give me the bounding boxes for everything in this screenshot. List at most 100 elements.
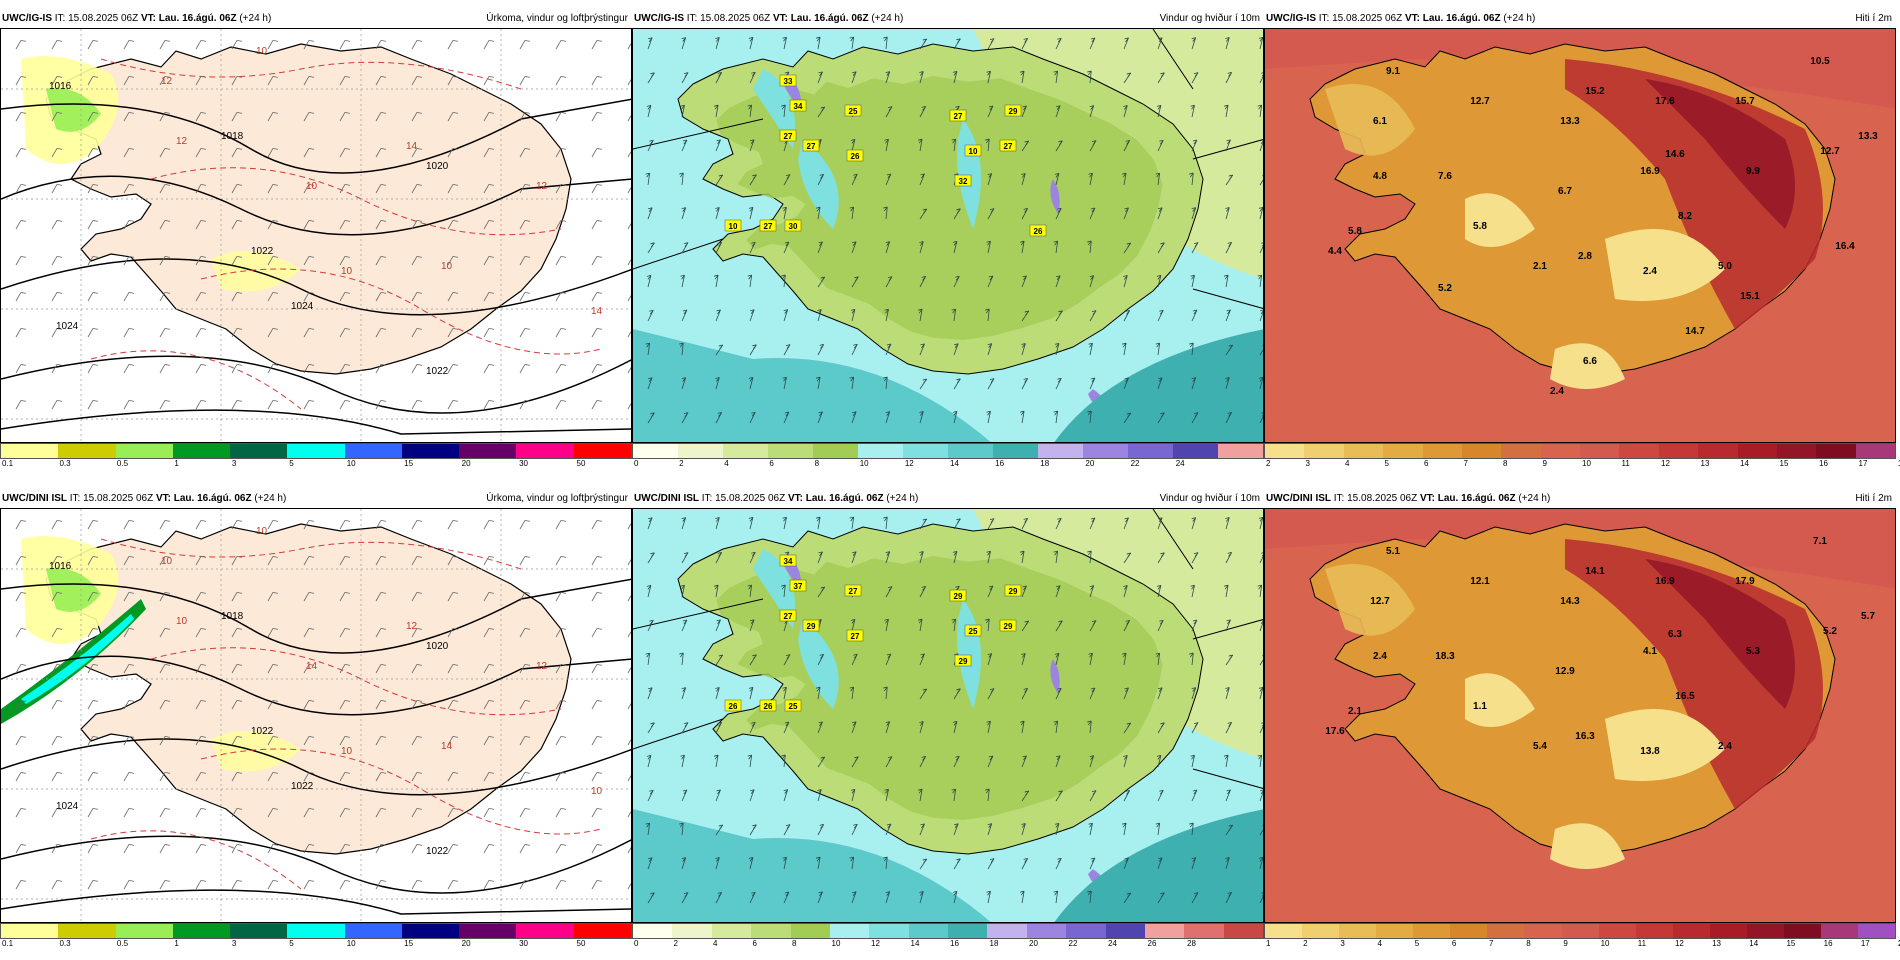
- colorbar-tick-label: 10: [1582, 459, 1591, 468]
- colorbar-tick-label: 13: [1712, 939, 1722, 948]
- gust-value-text: 29: [1004, 622, 1013, 631]
- gust-value-text: 27: [1004, 142, 1013, 151]
- temp-value: 2.1: [1348, 706, 1362, 717]
- isobar: [1, 98, 631, 174]
- colorbar-tick-label: 5: [289, 459, 294, 468]
- map-area[interactable]: 33 34 25 27 29 27 27 26 10 27 32 10 27 30 26: [632, 28, 1264, 443]
- colorbar-tick-label: 0.5: [116, 939, 129, 948]
- temp-value: 15.2: [1585, 86, 1605, 97]
- isobar: [1, 578, 631, 654]
- panel-title: Úrkoma, vindur og loftþrýstingur: [486, 13, 628, 24]
- gust-value: 34: [789, 99, 807, 112]
- temp-value: 13.8: [1640, 746, 1660, 757]
- gust-value: 34: [779, 554, 797, 567]
- pressure-label: 1020: [426, 641, 449, 652]
- gust-value: 10: [964, 144, 982, 157]
- wind-arrows: [645, 516, 1263, 904]
- panel-header: UWC/IG-IS IT: 15.08.2025 06Z VT: Lau. 16…: [632, 10, 1264, 28]
- pressure-label: 1018: [221, 131, 244, 142]
- colorbar-tick-label: 4: [724, 459, 729, 468]
- init-time: 15.08.2025 06Z: [83, 493, 154, 504]
- map-area[interactable]: 34 37 27 29 29 27 29 27 25 29 29 26 26 25: [632, 508, 1264, 923]
- colorbar-swatch: [1265, 444, 1305, 458]
- temp-value: 5.2: [1823, 626, 1837, 637]
- gust-value: 10: [724, 219, 742, 232]
- temp-value: 13.3: [1560, 116, 1580, 127]
- precip-contour: [90, 350, 302, 410]
- colorbar: [1264, 443, 1896, 459]
- precip-area: [46, 568, 101, 612]
- init-time: 15.08.2025 06Z: [700, 13, 771, 24]
- colorbar-swatch: [723, 444, 768, 458]
- colorbar-tick-label: 6: [752, 939, 757, 948]
- colorbar-swatch: [115, 924, 173, 938]
- colorbar-swatch: [1672, 924, 1710, 938]
- colorbar-tick-label: 19: [1898, 459, 1900, 468]
- gust-value-text: 29: [959, 657, 968, 666]
- wind-arrows: [645, 36, 1263, 424]
- precip-label: 10: [341, 266, 353, 277]
- colorbar-ticks: 0 2 4 6 8 10 12 14 16 18 20 22 24 26 28: [632, 939, 1264, 951]
- temp-value: 5.8: [1348, 226, 1362, 237]
- map-area[interactable]: 5.1 12.1 14.1 16.9 17.9 7.1 12.7 14.3 6.3 5.3 5.7 5…: [1264, 508, 1896, 923]
- map-area[interactable]: 1016 1018 1020 1022 1022 1024 1022 10 10 10 12 14 10…: [0, 508, 632, 923]
- colorbar-swatch: [401, 444, 460, 458]
- gust-value: 29: [949, 589, 967, 602]
- pressure-label: 1018: [221, 611, 244, 622]
- colorbar-tick-label: 12: [1661, 459, 1670, 468]
- colorbar-swatch: [633, 444, 678, 458]
- map-area[interactable]: 9.1 12.7 15.2 17.6 15.7 10.5 6.1 13.3 14.6 9.9 13.…: [1264, 28, 1896, 443]
- colorbar: [632, 443, 1264, 459]
- colorbar-swatch: [1144, 924, 1185, 938]
- isobar: [1, 655, 631, 716]
- panel-title: Vindur og hviður í 10m: [1159, 493, 1260, 504]
- colorbar-swatch: [1304, 444, 1344, 458]
- colorbar-swatch: [1487, 924, 1525, 938]
- colorbar-swatch: [573, 444, 631, 458]
- colorbar-swatch: [58, 924, 116, 938]
- run-info: UWC/IG-IS IT: 15.08.2025 06Z VT: Lau. 16…: [634, 10, 903, 28]
- pressure-label: 1016: [49, 561, 72, 572]
- temp-value: 14.3: [1560, 596, 1580, 607]
- gust-value: 26: [846, 149, 864, 162]
- map-canvas: 5.1 12.1 14.1 16.9 17.9 7.1 12.7 14.3 6.3 5.3 5.7 5…: [1265, 509, 1895, 922]
- colorbar-tick-label: 10: [346, 939, 356, 948]
- temp-value: 16.3: [1575, 731, 1595, 742]
- gust-value-text: 29: [1009, 107, 1018, 116]
- model-name: UWC/IG-IS: [1266, 13, 1316, 24]
- lead-time: (+24 h): [1518, 493, 1551, 504]
- colorbar-swatch: [1128, 444, 1173, 458]
- temp-value: 17.9: [1735, 576, 1755, 587]
- colorbar-swatch: [1413, 924, 1451, 938]
- colorbar-tick-label: 1: [174, 459, 179, 468]
- panel-header: UWC/DINI ISL IT: 15.08.2025 06Z VT: Lau.…: [1264, 490, 1896, 508]
- gust-value: 29: [954, 654, 972, 667]
- precip-label: 14: [591, 306, 603, 317]
- colorbar-swatch: [1422, 444, 1462, 458]
- temp-value: 16.9: [1655, 576, 1675, 587]
- colorbar-tick-label: 3: [231, 459, 237, 468]
- colorbar-tick-label: 3: [1305, 459, 1310, 468]
- panel-title: Úrkoma, vindur og loftþrýstingur: [486, 493, 628, 504]
- lead-time: (+24 h): [254, 493, 287, 504]
- colorbar-swatch: [172, 924, 231, 938]
- isobar: [1, 889, 631, 915]
- colorbar-tick-label: 15: [404, 939, 414, 948]
- temp-value: 16.9: [1640, 166, 1660, 177]
- colorbar-tick-label: 1: [174, 939, 179, 948]
- map-area[interactable]: 1016 1018 1020 1022 1024 1024 1022 10 12 12 14 10 10…: [0, 28, 632, 443]
- run-info: UWC/IG-IS IT: 15.08.2025 06Z VT: Lau. 16…: [2, 10, 271, 28]
- gust-value-text: 27: [764, 222, 773, 231]
- colorbar-tick-label: 17: [1860, 939, 1870, 948]
- colorbar-tick-label: 4: [1345, 459, 1350, 468]
- colorbar-swatch: [1816, 444, 1856, 458]
- colorbar-tick-label: 10: [346, 459, 356, 468]
- it-label: IT:: [1333, 493, 1345, 504]
- colorbar-tick-label: 5: [1384, 459, 1389, 468]
- precip-label: 14: [306, 661, 318, 672]
- colorbar-tick-label: 9: [1542, 459, 1547, 468]
- vt-label: VT:: [140, 13, 156, 24]
- lead-time: (+24 h): [239, 13, 272, 24]
- colorbar-swatch: [908, 924, 948, 938]
- colorbar-swatch: [829, 924, 870, 938]
